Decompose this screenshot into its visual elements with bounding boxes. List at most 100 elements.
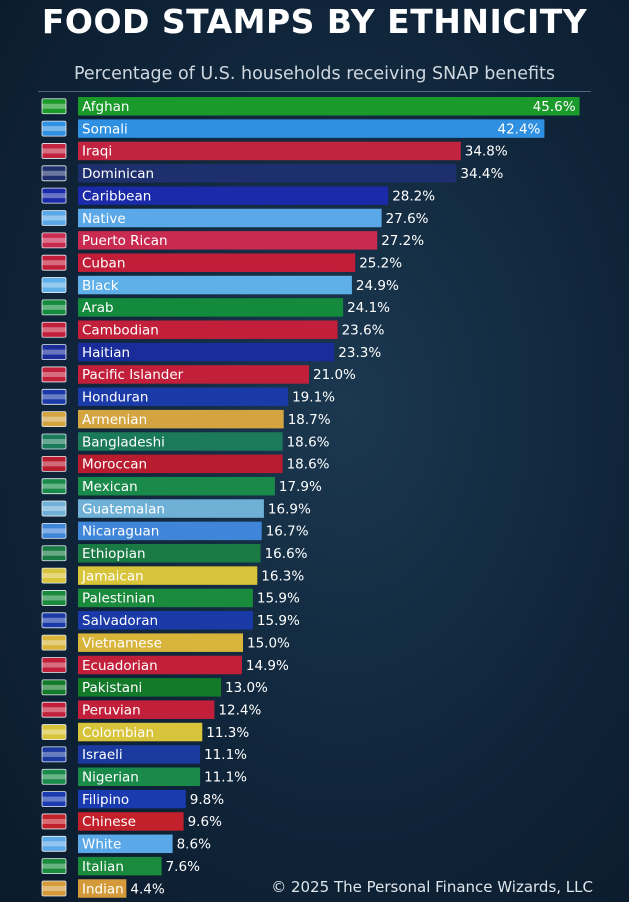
bar: [78, 409, 284, 429]
value-label: 11.1%: [204, 770, 247, 786]
value-label: 27.6%: [386, 211, 429, 227]
bar-row: Pacific Islander 21.0%: [41, 365, 356, 384]
bar: [78, 320, 338, 339]
flag-icon: [41, 724, 67, 740]
bar-row: Filipino 9.8%: [41, 789, 224, 809]
bar-row: Puerto Rican 27.2%: [41, 231, 424, 250]
category-label: Caribbean: [82, 188, 151, 204]
bar-row: Italian 7.6%: [41, 856, 200, 876]
category-label: Salvadoran: [82, 613, 158, 629]
bar: [78, 253, 356, 272]
flag-stripe: [42, 863, 66, 869]
flag-icon: [41, 366, 67, 383]
category-label: Ethiopian: [82, 546, 146, 562]
category-label: Nicaraguan: [82, 524, 159, 540]
value-label: 19.1%: [292, 390, 335, 406]
flag-icon: [41, 299, 67, 316]
flag-stripe: [42, 506, 66, 512]
bar: [78, 365, 309, 384]
value-label: 45.6%: [533, 99, 576, 115]
bar-row: Black 24.9%: [41, 275, 399, 295]
flag-stripe: [42, 684, 66, 690]
category-label: Colombian: [82, 725, 154, 741]
value-label: 12.4%: [218, 702, 261, 718]
flag-icon: [41, 165, 67, 182]
bar: [78, 834, 173, 854]
flag-icon: [41, 880, 67, 897]
category-label: Dominican: [82, 166, 154, 182]
flag-stripe: [42, 282, 66, 288]
bar: [78, 566, 258, 585]
bar: [78, 499, 264, 518]
flag-icon: [41, 344, 67, 361]
chart-title: FOOD STAMPS BY ETHNICITY: [41, 2, 588, 41]
bar-row: Dominican 34.4%: [41, 164, 503, 183]
value-label: 34.8%: [465, 144, 508, 160]
value-label: 15.0%: [247, 635, 290, 651]
flag-icon: [41, 478, 67, 495]
flag-stripe: [42, 327, 66, 333]
value-label: 16.3%: [261, 568, 304, 584]
category-label: Jamaican: [81, 568, 144, 584]
category-label: Armenian: [82, 412, 147, 428]
category-label: Guatemalan: [82, 501, 165, 517]
flag-stripe: [42, 103, 66, 109]
value-label: 24.1%: [347, 300, 390, 316]
flag-icon: [41, 321, 67, 338]
flag-stripe: [42, 394, 66, 400]
flag-stripe: [42, 796, 66, 802]
flag-icon: [41, 254, 67, 271]
value-label: 23.3%: [338, 345, 381, 361]
flag-stripe: [42, 304, 66, 310]
category-label: Bangladeshi: [82, 434, 165, 450]
value-label: 25.2%: [359, 255, 402, 271]
category-label: Peruvian: [82, 702, 141, 718]
category-label: Puerto Rican: [82, 233, 168, 249]
flag-stripe: [42, 215, 66, 221]
flag-stripe: [42, 707, 66, 713]
flag-icon: [41, 612, 67, 629]
bar: [78, 633, 243, 652]
value-label: 13.0%: [225, 680, 268, 696]
category-label: Honduran: [82, 390, 148, 406]
value-label: 8.6%: [177, 837, 211, 853]
bar: [78, 231, 378, 250]
bar-row: Indian 4.4%: [41, 879, 165, 898]
flag-stripe: [42, 148, 66, 154]
flag-icon: [41, 232, 67, 249]
value-label: 18.6%: [287, 434, 330, 450]
bar: [78, 454, 283, 474]
flag-icon: [41, 500, 67, 517]
flag-icon: [41, 701, 67, 718]
flag-icon: [41, 590, 67, 606]
bar: [78, 588, 253, 608]
bar: [78, 856, 162, 876]
value-label: 15.9%: [257, 591, 300, 607]
copyright-notice: © 2025 The Personal Finance Wizards, LLC: [271, 878, 593, 896]
flag-icon: [41, 210, 67, 226]
bar-row: Guatemalan 16.9%: [41, 499, 311, 518]
bar-row: Arab 24.1%: [41, 298, 390, 317]
category-label: Chinese: [82, 814, 136, 830]
category-label: Nigerian: [82, 770, 139, 786]
flag-stripe: [42, 349, 66, 355]
bar-row: Ethiopian 16.6%: [41, 544, 308, 563]
bar: [78, 164, 457, 183]
value-label: 42.4%: [498, 121, 541, 137]
bar: [78, 611, 253, 630]
category-label: Black: [82, 278, 119, 294]
flag-stripe: [42, 126, 66, 132]
flag-icon: [41, 791, 67, 807]
bar: [78, 275, 352, 295]
flag-icon: [41, 455, 67, 472]
category-label: Pacific Islander: [82, 367, 184, 383]
bar: [78, 387, 289, 407]
flag-icon: [41, 634, 67, 651]
bar: [78, 767, 201, 786]
bar-row: Native 27.6%: [41, 208, 429, 228]
bar-row: Nigerian 11.1%: [41, 767, 247, 786]
flag-icon: [41, 545, 67, 562]
flag-stripe: [42, 237, 66, 243]
bar-row: Israeli 11.1%: [41, 745, 247, 764]
